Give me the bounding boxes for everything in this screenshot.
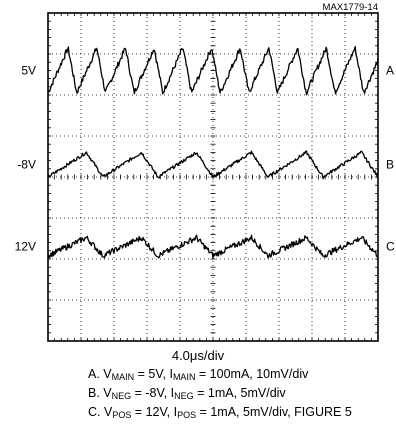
trace-c	[47, 234, 379, 259]
x-axis-label: 4.0μs/div	[171, 348, 225, 363]
trace-level-label: 5V	[21, 63, 36, 77]
trace-legend: A. VMAIN = 5V, IMAIN = 100mA, 10mV/div B…	[88, 365, 352, 422]
trace-marker-label: B	[386, 158, 394, 172]
figure-id-label: MAX1779-14	[323, 2, 378, 13]
trace-marker-label: A	[386, 63, 394, 77]
trace-marker-label: C	[386, 240, 395, 254]
trace-level-label: -8V	[17, 158, 36, 172]
legend-entry-a: A. VMAIN = 5V, IMAIN = 100mA, 10mV/div	[88, 367, 309, 382]
scope-graticule	[47, 12, 379, 342]
trace-level-label: 12V	[15, 240, 36, 254]
waveform-traces	[47, 45, 379, 259]
legend-entry-b: B. VNEG = -8V, INEG = 1mA, 5mV/div	[88, 386, 286, 401]
legend-entry-c: C. VPOS = 12V, IPOS = 1mA, 5mV/div, FIGU…	[88, 405, 352, 420]
trace-labels: 5V A -8V B 12V C	[15, 63, 395, 253]
trace-a	[47, 45, 379, 96]
trace-b	[47, 150, 379, 180]
scope-screen-frame	[47, 12, 379, 342]
